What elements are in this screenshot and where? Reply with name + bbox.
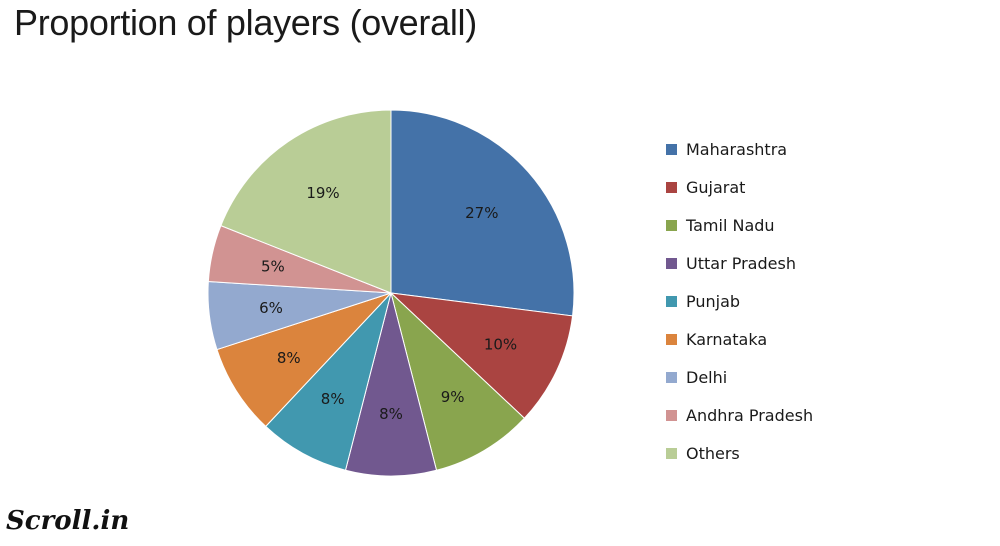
pie-slices [207,109,575,477]
legend-item-maharashtra: Maharashtra [666,131,813,169]
chart-legend: Maharashtra Gujarat Tamil Nadu Uttar Prades… [666,131,813,472]
pie-value-label: 8% [277,349,301,367]
legend-item-gujarat: Gujarat [666,169,813,207]
pie-slice-maharashtra [390,109,575,317]
pie-slice-tamil-nadu [390,291,526,471]
pie-value-labels: 27% 10% 9% 8% 8% 8% 6% 5% 19% [259,184,517,423]
legend-swatch [666,258,677,270]
pie-slice-karnataka [216,292,392,428]
legend-item-uttar-pradesh: Uttar Pradesh [666,245,813,283]
legend-item-punjab: Punjab [666,283,813,321]
legend-swatch [666,296,677,307]
legend-swatch [666,447,677,459]
pie-value-label: 27% [465,204,498,222]
pie-slice-punjab [265,292,392,471]
pie-value-label: 19% [306,184,339,202]
legend-swatch [666,371,677,383]
legend-swatch [666,333,677,345]
pie-value-label: 6% [259,299,283,317]
legend-item-karnataka: Karnataka [666,320,813,358]
legend-swatch [666,220,677,232]
legend-label: Uttar Pradesh [686,254,796,274]
pie-slice-gujarat [389,292,574,419]
legend-label: Punjab [686,292,741,311]
scroll-logo: Scroll.in [6,506,130,536]
legend-item-tamil-nadu: Tamil Nadu [666,207,813,245]
legend-label: Others [686,443,740,463]
legend-swatch [666,182,677,194]
pie-value-label: 9% [441,388,465,406]
legend-label: Gujarat [686,178,746,198]
pie-slice-others [220,109,392,294]
pie-value-label: 5% [261,258,285,276]
pie-slice-uttar-pradesh [344,292,438,477]
legend-swatch [666,409,677,421]
pie-value-label: 8% [379,405,403,423]
legend-item-delhi: Delhi [666,358,813,396]
chart-title: Proportion of players (overall) [14,2,477,43]
legend-item-andhra-pradesh: Andhra Pradesh [666,396,813,434]
legend-label: Karnataka [686,329,768,349]
legend-swatch [666,144,677,156]
legend-label: Andhra Pradesh [686,405,814,425]
pie-value-label: 8% [321,390,345,408]
legend-item-others: Others [666,434,813,472]
legend-label: Maharashtra [686,140,788,160]
legend-label: Delhi [686,367,728,387]
legend-label: Tamil Nadu [686,216,775,236]
pie-value-label: 10% [484,336,517,354]
